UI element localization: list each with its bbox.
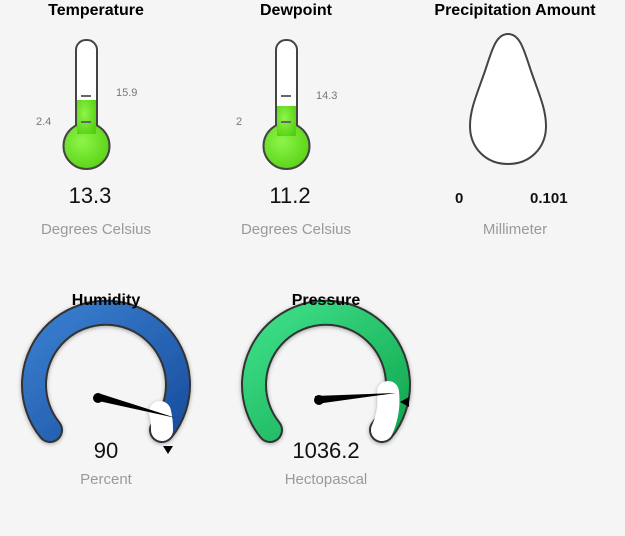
dewpoint-thermometer — [262, 39, 311, 170]
precipitation-unit: Millimeter — [482, 221, 548, 238]
temperature-title: Temperature — [48, 2, 144, 19]
pressure-unit: Hectopascal — [284, 471, 368, 488]
humidity-unit: Percent — [80, 471, 132, 488]
pressure-needle — [314, 393, 409, 407]
dewpoint-value: 11.2 — [269, 183, 311, 208]
temperature-value: 13.3 — [68, 183, 112, 208]
temperature-min-label: 2.4 — [36, 116, 52, 128]
humidity-title: Humidity — [71, 292, 141, 309]
dewpoint-title: Dewpoint — [260, 2, 332, 19]
humidity-needle — [93, 393, 176, 454]
pressure-gauge — [241, 299, 411, 443]
humidity-value: 90 — [93, 438, 119, 463]
temperature-unit: Degrees Celsius — [40, 221, 152, 238]
dewpoint-max-label: 14.3 — [316, 90, 338, 102]
precipitation-drop — [468, 32, 548, 166]
dewpoint-min-label: 2 — [236, 116, 243, 128]
temperature-max-label: 15.9 — [116, 87, 138, 99]
pressure-title: Pressure — [291, 292, 361, 309]
humidity-gauge — [21, 299, 191, 443]
dewpoint-unit: Degrees Celsius — [240, 221, 352, 238]
precipitation-max-label: 0.101 — [530, 190, 568, 207]
temperature-thermometer — [62, 39, 111, 170]
precipitation-title: Precipitation Amount — [434, 2, 596, 19]
pressure-value: 1036.2 — [292, 438, 360, 463]
precipitation-min-label: 0 — [455, 190, 464, 207]
